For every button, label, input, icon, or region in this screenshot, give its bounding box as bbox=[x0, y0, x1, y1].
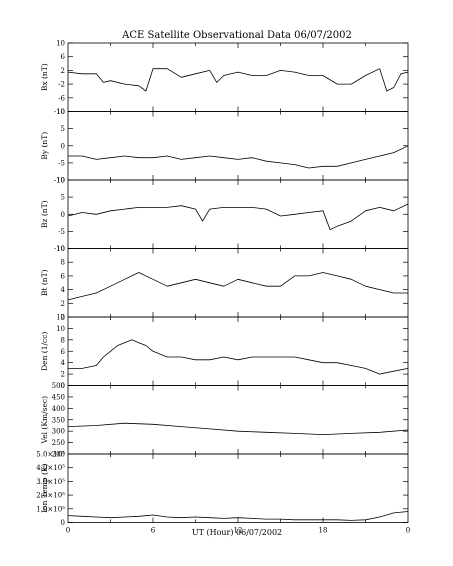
y-tick-label: 2 bbox=[61, 371, 65, 379]
series-line bbox=[67, 511, 409, 521]
panel-3: 0 2 4 6 8 10 Bt (nT) bbox=[40, 245, 409, 322]
panel-2: -10 -5 0 5 10 Bz (nT) bbox=[40, 177, 409, 253]
panel-4: 0 2 4 6 8 10 12 Den (1/cc) bbox=[40, 314, 409, 390]
x-tick-label: 6 bbox=[151, 527, 156, 535]
y-tick-label: 1.0×10⁵ bbox=[36, 505, 65, 513]
y-tick-label: -5 bbox=[58, 228, 65, 236]
y-tick-label: 0 bbox=[61, 314, 65, 322]
panel-frame bbox=[67, 316, 409, 386]
y-tick-label: 10 bbox=[56, 108, 65, 116]
y-tick-label: 4.0×10⁵ bbox=[36, 464, 65, 472]
y-tick-label: 2 bbox=[61, 300, 65, 308]
panel-frame bbox=[67, 179, 409, 249]
y-tick-label: 4 bbox=[61, 359, 66, 367]
y-tick-label: 0 bbox=[61, 382, 65, 390]
chart-title: ACE Satellite Observational Data 06/07/2… bbox=[121, 30, 352, 41]
y-tick-label: 250 bbox=[52, 439, 65, 447]
y-tick-label: 12 bbox=[56, 314, 65, 322]
y-tick-label: -10 bbox=[54, 177, 65, 185]
y-tick-label: 5.0×10⁵ bbox=[36, 451, 65, 459]
panels: -10 -6 -2 2 6 10 Bx (nT) -10 -5 0 5 10 By (nT) -10 -5 0… bbox=[36, 40, 410, 535]
y-tick-label: 5 bbox=[61, 125, 65, 133]
panel-frame bbox=[67, 453, 409, 523]
y-tick-label: 10 bbox=[56, 40, 65, 48]
y-tick-label: 350 bbox=[52, 416, 65, 424]
y-axis-label: Den (1/cc) bbox=[40, 332, 49, 371]
y-tick-label: 300 bbox=[52, 428, 65, 436]
y-tick-label: 400 bbox=[52, 405, 65, 413]
panel-frame bbox=[67, 385, 409, 455]
y-axis-label: Vel (Km/sec) bbox=[40, 396, 49, 445]
series-line bbox=[67, 272, 408, 301]
y-tick-label: 500 bbox=[52, 382, 65, 390]
y-tick-label: -10 bbox=[54, 245, 65, 253]
y-axis-label: Bz (nT) bbox=[40, 200, 49, 228]
y-tick-label: 6 bbox=[61, 348, 66, 356]
y-tick-label: 10 bbox=[56, 325, 65, 333]
series-line bbox=[67, 203, 409, 231]
series-line bbox=[68, 339, 409, 375]
y-tick-label: 0 bbox=[61, 519, 65, 527]
y-tick-label: 6 bbox=[61, 272, 66, 280]
y-tick-label: 8 bbox=[61, 336, 65, 344]
series-line bbox=[68, 145, 409, 169]
y-axis-label: Ion Temp (K) bbox=[40, 464, 49, 513]
y-tick-label: -2 bbox=[58, 81, 65, 89]
y-tick-label: 3.0×10⁵ bbox=[36, 478, 65, 486]
y-tick-label: 200 bbox=[52, 451, 65, 459]
panel-frame bbox=[67, 111, 409, 181]
y-tick-label: 2 bbox=[61, 67, 65, 75]
y-tick-label: 10 bbox=[56, 245, 65, 253]
series-line bbox=[67, 68, 409, 92]
y-tick-label: 0 bbox=[61, 211, 65, 219]
x-tick-label: 12 bbox=[234, 527, 243, 535]
panel-0: -10 -6 -2 2 6 10 Bx (nT) bbox=[40, 40, 409, 116]
y-axis-label: By (nT) bbox=[40, 132, 49, 160]
x-tick-label: 0 bbox=[66, 527, 70, 535]
panel-frame bbox=[67, 42, 409, 112]
y-tick-label: -5 bbox=[58, 159, 65, 167]
y-axis-label: Bx (nT) bbox=[40, 63, 49, 91]
y-tick-label: 450 bbox=[52, 393, 65, 401]
y-tick-label: 4 bbox=[61, 286, 66, 294]
y-axis-label: Bt (nT) bbox=[40, 269, 49, 296]
y-tick-label: 5 bbox=[61, 194, 65, 202]
panel-6: 0 1.0×10⁵ 2.0×10⁵ 3.0×10⁵ 4.0×10⁵ 5.0×10⁵ Ion … bbox=[36, 451, 409, 527]
panel-frame bbox=[67, 248, 409, 318]
series-line bbox=[67, 422, 409, 436]
y-tick-label: 6 bbox=[61, 53, 66, 61]
x-axis-label: UT (Hour) 06/07/2002 bbox=[192, 528, 282, 537]
y-tick-label: -10 bbox=[54, 108, 65, 116]
y-tick-label: -6 bbox=[58, 94, 65, 102]
y-tick-label: 8 bbox=[61, 259, 65, 267]
y-tick-label: 2.0×10⁵ bbox=[36, 492, 65, 500]
x-tick-label: 18 bbox=[319, 527, 328, 535]
y-tick-label: 0 bbox=[61, 142, 65, 150]
x-tick-label: 0 bbox=[406, 527, 410, 535]
y-tick-label: 10 bbox=[56, 177, 65, 185]
panel-1: -10 -5 0 5 10 By (nT) bbox=[40, 108, 409, 185]
